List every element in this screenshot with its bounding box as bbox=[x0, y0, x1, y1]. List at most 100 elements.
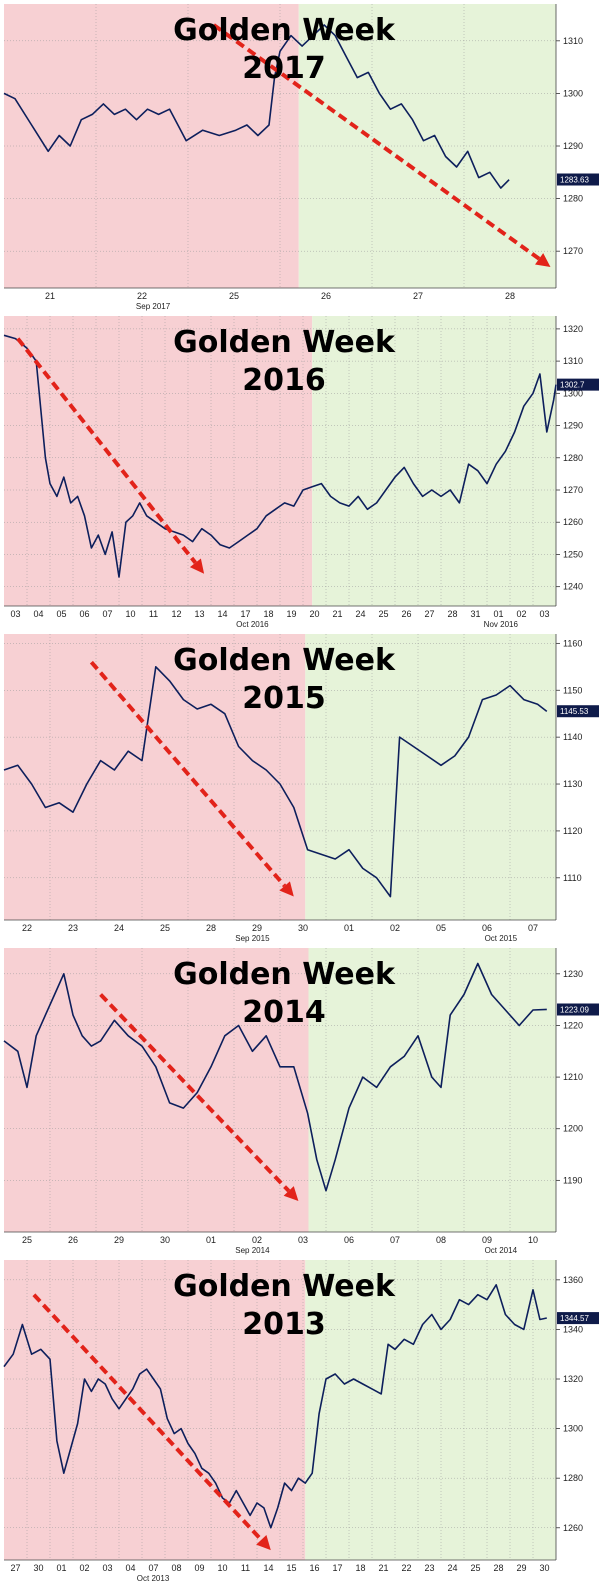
x-tick-label: 20 bbox=[309, 609, 319, 619]
chart-2015: 22 23 24 25 28 29 30 01 02 05 06 07 Sep 2015 Oct 2015… bbox=[3, 634, 599, 943]
x-tick-label: 02 bbox=[79, 1563, 89, 1573]
y-tick-label: 1270 bbox=[563, 246, 583, 256]
x-tick-label: 28 bbox=[493, 1563, 503, 1573]
x-tick-label: 11 bbox=[149, 609, 158, 619]
x-tick-label: 29 bbox=[114, 1235, 124, 1245]
chart-year: 2017 bbox=[242, 51, 326, 86]
x-tick-label: 21 bbox=[332, 609, 342, 619]
last-value-label: 1145.53 bbox=[560, 707, 589, 716]
downtrend-arrow-shaft bbox=[99, 993, 291, 1193]
y-axis: 1260 1280 1300 1320 1340 1360 bbox=[4, 1275, 583, 1533]
x-tick-label: 24 bbox=[447, 1563, 457, 1573]
last-value-badge bbox=[557, 1003, 599, 1016]
x-tick-label: 14 bbox=[263, 1563, 273, 1573]
y-tick-label: 1300 bbox=[563, 88, 583, 98]
chart-2016: 03 04 05 06 07 10 11 12 13 14 17 18 19 20 21 24 25 26 27 28… bbox=[3, 316, 599, 629]
x-sub-label: Oct 2015 bbox=[485, 934, 518, 943]
x-tick-label: 21 bbox=[45, 291, 55, 301]
x-sub-label: Oct 2014 bbox=[485, 1246, 518, 1255]
last-value-label: 1302.7 bbox=[560, 381, 585, 390]
x-tick-label: 16 bbox=[309, 1563, 319, 1573]
downtrend-arrow-head bbox=[283, 1186, 299, 1202]
x-tick-label: 18 bbox=[355, 1563, 365, 1573]
x-tick-label: 06 bbox=[482, 923, 492, 933]
chart-year: 2015 bbox=[242, 681, 326, 716]
x-tick-label: 25 bbox=[229, 291, 239, 301]
x-tick-label: 14 bbox=[217, 609, 227, 619]
price-series-line bbox=[3, 666, 548, 898]
x-sub-label: Sep 2017 bbox=[136, 302, 171, 311]
x-tick-label: 06 bbox=[344, 1235, 354, 1245]
x-tick-label: 25 bbox=[378, 609, 388, 619]
x-tick-label: 03 bbox=[298, 1235, 308, 1245]
x-tick-label: 17 bbox=[240, 609, 250, 619]
y-tick-label: 1340 bbox=[563, 1324, 583, 1334]
y-tick-label: 1250 bbox=[563, 549, 583, 559]
downtrend-arrow-head bbox=[189, 558, 205, 574]
last-value-badge bbox=[557, 378, 599, 391]
post-golden-week-region bbox=[305, 1260, 556, 1560]
price-series-line bbox=[3, 24, 510, 189]
y-tick-label: 1130 bbox=[563, 779, 582, 789]
x-tick-label: 30 bbox=[539, 1563, 549, 1573]
x-tick-label: 03 bbox=[539, 609, 549, 619]
y-tick-label: 1300 bbox=[563, 1424, 583, 1434]
x-tick-label: 12 bbox=[171, 609, 181, 619]
x-tick-label: 07 bbox=[390, 1235, 400, 1245]
x-tick-label: 23 bbox=[68, 923, 78, 933]
x-tick-label: 25 bbox=[470, 1563, 480, 1573]
price-series-line bbox=[3, 962, 547, 1192]
x-tick-label: 05 bbox=[436, 923, 446, 933]
price-series-line bbox=[3, 334, 557, 578]
last-value-badge bbox=[557, 173, 599, 186]
x-tick-label: 13 bbox=[194, 609, 204, 619]
x-tick-label: 22 bbox=[22, 923, 32, 933]
x-tick-label: 09 bbox=[194, 1563, 204, 1573]
post-golden-week-region bbox=[308, 948, 556, 1232]
y-axis: 1270 1280 1290 1300 1310 bbox=[4, 36, 583, 256]
downtrend-arrow-head bbox=[535, 253, 551, 267]
x-sub-label: Oct 2016 bbox=[236, 620, 269, 629]
x-sub-label: Nov 2016 bbox=[484, 620, 519, 629]
chart-2017: 21 22 25 26 27 28 Sep 2017 1270 1280 1290 1300 1310… bbox=[3, 4, 599, 311]
x-tick-label: 01 bbox=[56, 1563, 66, 1573]
chart-title: Golden Week bbox=[173, 325, 396, 360]
post-golden-week-region bbox=[305, 634, 556, 920]
x-tick-label: 22 bbox=[137, 291, 147, 301]
x-sub-label: Oct 2013 bbox=[137, 1574, 170, 1583]
y-tick-label: 1300 bbox=[563, 388, 583, 398]
x-tick-label: 21 bbox=[378, 1563, 388, 1573]
y-tick-label: 1270 bbox=[563, 485, 583, 495]
chart-year: 2014 bbox=[242, 995, 326, 1030]
last-value-label: 1344.57 bbox=[560, 1314, 589, 1323]
x-tick-label: 26 bbox=[401, 609, 411, 619]
x-tick-label: 17 bbox=[332, 1563, 342, 1573]
x-tick-label: 10 bbox=[217, 1563, 227, 1573]
x-tick-label: 02 bbox=[390, 923, 400, 933]
x-axis: 03 04 05 06 07 10 11 12 13 14 17 18 19 20 21 24 25 26 27 28… bbox=[10, 316, 550, 629]
y-tick-label: 1290 bbox=[563, 421, 583, 431]
y-axis: 1240 1250 1260 1270 1280 1290 1300 1310 1320 bbox=[4, 324, 583, 592]
x-tick-label: 01 bbox=[344, 923, 354, 933]
x-axis: 27 30 01 02 03 04 07 08 09 10 11 14 15 16 17 18 21 22 23 24… bbox=[10, 1260, 550, 1583]
panel-2017: 21 22 25 26 27 28 Sep 2017 1270 1280 1290 1300 1310… bbox=[0, 0, 600, 312]
x-axis: 22 23 24 25 28 29 30 01 02 05 06 07 Sep 2015 Oct 2015 bbox=[22, 634, 538, 943]
x-tick-label: 30 bbox=[33, 1563, 43, 1573]
downtrend-arrow-head bbox=[256, 1535, 271, 1551]
chart-year: 2013 bbox=[242, 1307, 326, 1342]
x-tick-label: 07 bbox=[102, 609, 112, 619]
x-tick-label: 01 bbox=[206, 1235, 216, 1245]
panel-2014: 25 26 29 30 01 02 03 06 07 08 09 10 Sep 2014 Oct 2014… bbox=[0, 944, 600, 1256]
y-tick-label: 1310 bbox=[563, 36, 583, 46]
x-axis: 25 26 29 30 01 02 03 06 07 08 09 10 Sep 2014 Oct 2014 bbox=[22, 948, 538, 1255]
x-tick-label: 11 bbox=[241, 1563, 250, 1573]
downtrend-arrow-head bbox=[279, 881, 294, 897]
x-tick-label: 24 bbox=[114, 923, 124, 933]
y-tick-label: 1320 bbox=[563, 1374, 583, 1384]
x-tick-label: 28 bbox=[206, 923, 216, 933]
last-value-label: 1223.09 bbox=[560, 1005, 589, 1014]
y-tick-label: 1280 bbox=[563, 453, 583, 463]
y-tick-label: 1280 bbox=[563, 194, 583, 204]
x-tick-label: 18 bbox=[263, 609, 273, 619]
chart-title: Golden Week bbox=[173, 1269, 396, 1304]
